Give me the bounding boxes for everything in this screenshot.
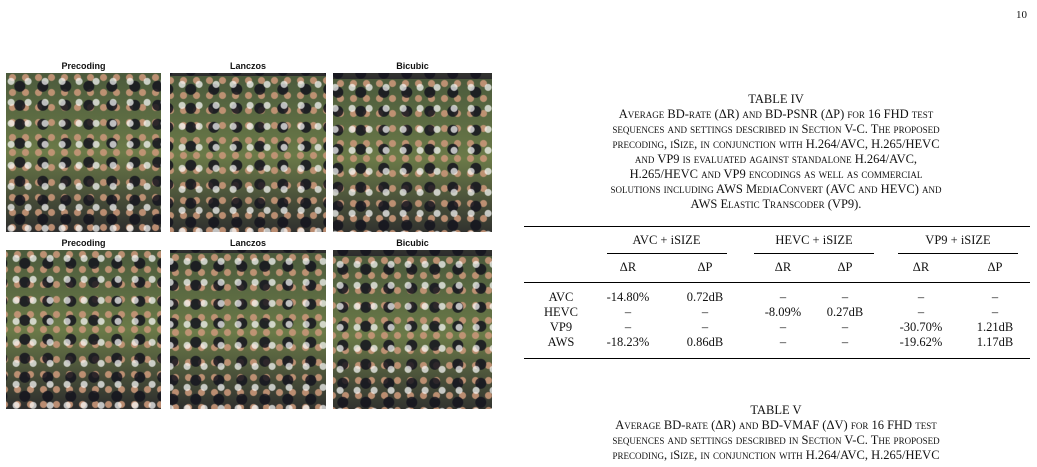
caption-line: Average BD-rate (ΔR) and BD-PSNR (ΔP) fo…: [618, 107, 934, 121]
image-label: Precoding: [61, 238, 106, 248]
rule: [524, 226, 1030, 227]
cell: -30.70%: [899, 320, 943, 334]
image-label: Lanczos: [229, 61, 266, 71]
cell: -14.80%: [606, 290, 650, 304]
subheader: ΔP: [837, 260, 853, 274]
image-label: Lanczos: [229, 238, 266, 248]
image: [6, 250, 161, 409]
cell: 0.86dB: [686, 335, 724, 349]
image: [170, 73, 326, 232]
table-v-caption: TABLE V Average BD-rate (ΔR) and BD-VMAF…: [520, 403, 1032, 463]
table-iv-caption: TABLE IV Average BD-rate (ΔR) and BD-PSN…: [520, 92, 1032, 212]
table-label: TABLE V: [750, 403, 802, 417]
caption-line: solutions including AWS MediaConvert (AV…: [610, 182, 942, 196]
cell: –: [917, 290, 925, 304]
image: [6, 73, 161, 232]
cell: –: [991, 305, 999, 319]
group-rule: [754, 253, 874, 254]
image-label: Precoding: [61, 61, 106, 71]
group-header: AVC + iSIZE: [632, 233, 701, 247]
caption-line: sequences and settings described in Sect…: [612, 122, 940, 136]
cell: –: [917, 305, 925, 319]
subheader: ΔR: [774, 260, 792, 274]
row-label: AVC: [548, 290, 574, 304]
table-label: TABLE IV: [748, 92, 804, 106]
row-label: HEVC: [543, 305, 579, 319]
rule: [524, 358, 1030, 359]
group-rule: [898, 253, 1018, 254]
image-label: Bicubic: [396, 238, 429, 248]
cell: –: [779, 320, 787, 334]
cell: 0.27dB: [826, 305, 864, 319]
image: [170, 250, 326, 409]
cell: 0.72dB: [686, 290, 724, 304]
cell: –: [991, 290, 999, 304]
row-label: VP9: [549, 320, 573, 334]
caption-line: H.265/HEVC and VP9 encodings as well as …: [629, 167, 923, 181]
cell: 1.21dB: [976, 320, 1014, 334]
subheader: ΔR: [619, 260, 637, 274]
group-header: HEVC + iSIZE: [775, 233, 853, 247]
caption-line: AWS Elastic Transcoder (VP9).: [690, 197, 862, 211]
row-label: AWS: [547, 335, 575, 349]
rule: [524, 282, 1030, 283]
cell: –: [779, 335, 787, 349]
caption-line: and VP9 is evaluated against standalone …: [634, 152, 918, 166]
image-label: Bicubic: [396, 61, 429, 71]
cell: –: [701, 305, 709, 319]
cell: –: [841, 335, 849, 349]
image: [333, 250, 492, 409]
subheader: ΔR: [912, 260, 930, 274]
cell: 1.17dB: [976, 335, 1014, 349]
cell: -8.09%: [764, 305, 802, 319]
cell: -18.23%: [606, 335, 650, 349]
cell: -19.62%: [899, 335, 943, 349]
caption-line: precoding, iSize, in conjunction with H.…: [612, 448, 940, 462]
cell: –: [841, 290, 849, 304]
group-rule: [606, 253, 727, 254]
cell: –: [779, 290, 787, 304]
cell: –: [841, 320, 849, 334]
cell: –: [701, 320, 709, 334]
subheader: ΔP: [987, 260, 1003, 274]
cell: –: [624, 320, 632, 334]
group-header: VP9 + iSIZE: [925, 233, 991, 247]
subheader: ΔP: [697, 260, 713, 274]
caption-line: Average BD-rate (ΔR) and BD-VMAF (ΔV) fo…: [615, 418, 937, 432]
caption-line: sequences and settings described in Sect…: [612, 433, 940, 447]
cell: –: [624, 305, 632, 319]
page-number: 10: [1016, 9, 1027, 21]
image: [333, 73, 492, 232]
caption-line: precoding, iSize, in conjunction with H.…: [612, 137, 940, 151]
